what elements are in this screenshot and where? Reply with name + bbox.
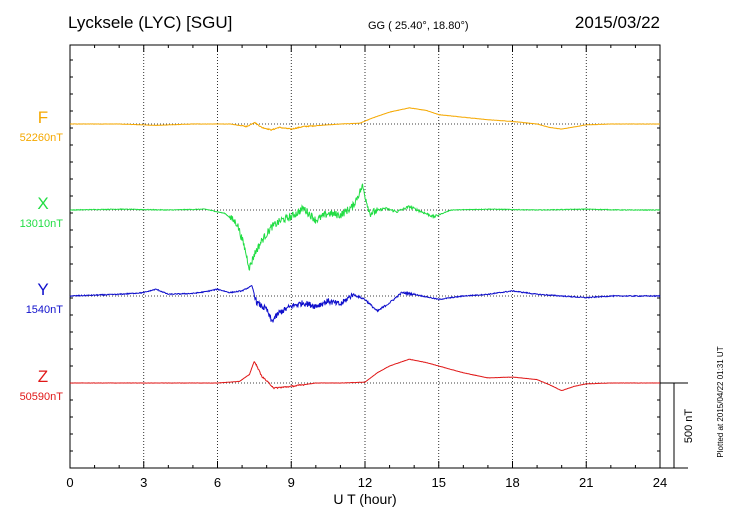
x-axis: 0 3 6 9 12 15 18 21 24 xyxy=(66,45,667,490)
traces xyxy=(69,107,661,392)
series-labels: F 52260nT X 13010nT Y 1540nT Z 50590nT xyxy=(20,108,64,403)
vertical-grid xyxy=(143,45,587,468)
x-tick-label: 15 xyxy=(432,475,446,490)
x-axis-label: U T (hour) xyxy=(333,491,396,507)
x-tick-label: 9 xyxy=(288,475,295,490)
scale-bar-label: 500 nT xyxy=(683,409,695,444)
plot-date: 2015/03/22 xyxy=(575,13,660,32)
trace-z xyxy=(69,358,661,392)
x-tick-label: 6 xyxy=(214,475,221,490)
trace-y xyxy=(69,285,661,323)
scale-bar: 500 nT xyxy=(660,382,695,469)
x-tick-label: 24 xyxy=(653,475,667,490)
geographic-coords: GG ( 25.40°, 18.80°) xyxy=(368,20,469,32)
baseline-value-x: 13010nT xyxy=(20,218,64,230)
trace-x xyxy=(69,183,661,271)
baseline-value-f: 52260nT xyxy=(20,132,64,144)
x-tick-label: 0 xyxy=(66,475,73,490)
plotted-timestamp: Plotted at 2015/04/22 01:31 UT xyxy=(716,346,725,457)
series-name-z: Z xyxy=(38,367,48,386)
x-tick-label: 21 xyxy=(579,475,593,490)
baselines xyxy=(70,123,660,384)
x-tick-label: 18 xyxy=(505,475,519,490)
series-name-y: Y xyxy=(37,280,48,299)
station-title: Lycksele (LYC) [SGU] xyxy=(68,13,232,32)
x-tick-label: 12 xyxy=(358,475,372,490)
baseline-value-y: 1540nT xyxy=(26,304,64,316)
series-name-f: F xyxy=(38,108,48,127)
baseline-value-z: 50590nT xyxy=(20,391,64,403)
trace-f xyxy=(70,107,660,131)
series-name-x: X xyxy=(37,194,48,213)
x-tick-label: 3 xyxy=(140,475,147,490)
